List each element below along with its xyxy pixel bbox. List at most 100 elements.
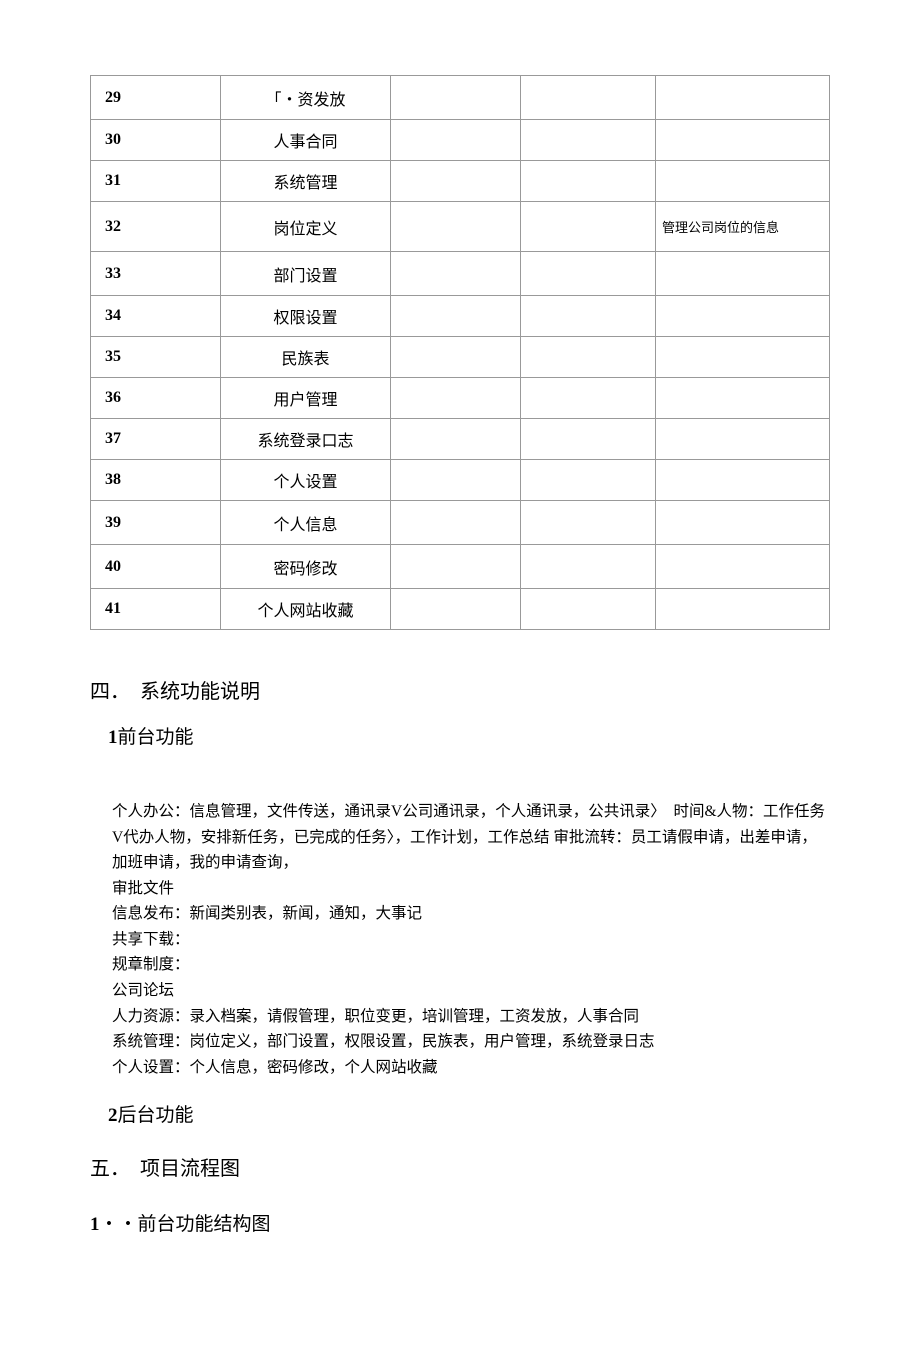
table-row: 37系统登录口志 — [91, 419, 830, 460]
row-name: 密码修改 — [221, 545, 391, 589]
subsection-2-num: 2 — [108, 1105, 118, 1126]
row-col4 — [521, 460, 656, 501]
row-name: 个人设置 — [221, 460, 391, 501]
row-number: 30 — [91, 120, 221, 161]
table-row: 32岗位定义 管理公司岗位的信息 — [91, 202, 830, 252]
subsection-1-heading: 1前台功能 — [108, 722, 830, 749]
row-col4 — [521, 589, 656, 630]
row-name: 部门设置 — [221, 252, 391, 296]
body-line: 审批文件 — [112, 876, 830, 902]
table-row: 38个人设置 — [91, 460, 830, 501]
body-line: 系统管理：岗位定义，部门设置，权限设置，民族表，用户管理，系统登录日志 — [112, 1029, 830, 1055]
row-number: 37 — [91, 419, 221, 460]
table-row: 36用户管理 — [91, 378, 830, 419]
row-number: 41 — [91, 589, 221, 630]
function-table: 29「・资发放30人事合同31系统管理32岗位定义管理公司岗位的信息33部门设置… — [90, 75, 830, 630]
row-col3 — [391, 252, 521, 296]
subsection-3-heading: 1・・前台功能结构图 — [90, 1209, 830, 1236]
row-name: 个人信息 — [221, 501, 391, 545]
row-col4 — [521, 337, 656, 378]
row-col3 — [391, 202, 521, 252]
subsection-1-num: 1 — [108, 727, 118, 748]
row-col3 — [391, 419, 521, 460]
row-name: 民族表 — [221, 337, 391, 378]
row-col3 — [391, 501, 521, 545]
row-col4 — [521, 252, 656, 296]
row-name: 系统管理 — [221, 161, 391, 202]
body-line: 共享下载： — [112, 927, 830, 953]
subsection-3-text: ・・前台功能结构图 — [100, 1214, 271, 1235]
subsection-2-text: 后台功能 — [118, 1105, 194, 1126]
row-col3 — [391, 589, 521, 630]
subsection-2-heading: 2后台功能 — [108, 1100, 830, 1127]
row-col5 — [656, 419, 830, 460]
row-col5 — [656, 378, 830, 419]
row-number: 34 — [91, 296, 221, 337]
section-4-heading: 四． 系统功能说明 — [90, 675, 830, 704]
row-name: 用户管理 — [221, 378, 391, 419]
table-row: 40密码修改 — [91, 545, 830, 589]
row-col4 — [521, 202, 656, 252]
row-col4 — [521, 501, 656, 545]
row-col5 — [656, 76, 830, 120]
row-col3 — [391, 296, 521, 337]
row-col5 — [656, 161, 830, 202]
body-line: 个人办公：信息管理，文件传送，通讯录V公司通讯录，个人通讯录，公共讯录〉 时间&… — [112, 799, 830, 876]
table-row: 34权限设置 — [91, 296, 830, 337]
row-col4 — [521, 120, 656, 161]
row-number: 40 — [91, 545, 221, 589]
row-number: 32 — [91, 202, 221, 252]
frontend-function-description: 个人办公：信息管理，文件传送，通讯录V公司通讯录，个人通讯录，公共讯录〉 时间&… — [112, 799, 830, 1080]
row-name: 人事合同 — [221, 120, 391, 161]
body-line: 规章制度： — [112, 952, 830, 978]
row-number: 39 — [91, 501, 221, 545]
row-col4 — [521, 296, 656, 337]
row-col5 — [656, 501, 830, 545]
row-number: 36 — [91, 378, 221, 419]
row-col3 — [391, 161, 521, 202]
subsection-1-text: 前台功能 — [118, 727, 194, 748]
row-number: 38 — [91, 460, 221, 501]
row-col5: 管理公司岗位的信息 — [656, 202, 830, 252]
body-line: 个人设置：个人信息，密码修改，个人网站收藏 — [112, 1055, 830, 1081]
row-name: 「・资发放 — [221, 76, 391, 120]
row-col4 — [521, 161, 656, 202]
row-col4 — [521, 545, 656, 589]
row-number: 33 — [91, 252, 221, 296]
row-col3 — [391, 120, 521, 161]
body-line: 信息发布：新闻类别表，新闻，通知，大事记 — [112, 901, 830, 927]
row-col3 — [391, 337, 521, 378]
table-row: 41个人网站收藏 — [91, 589, 830, 630]
table-row: 33部门设置 — [91, 252, 830, 296]
row-col3 — [391, 460, 521, 501]
row-number: 35 — [91, 337, 221, 378]
row-name: 个人网站收藏 — [221, 589, 391, 630]
row-col3 — [391, 76, 521, 120]
body-line: 人力资源：录入档案，请假管理，职位变更，培训管理，工资发放，人事合同 — [112, 1004, 830, 1030]
row-name: 权限设置 — [221, 296, 391, 337]
row-number: 31 — [91, 161, 221, 202]
row-col5 — [656, 545, 830, 589]
row-col5 — [656, 296, 830, 337]
row-col5 — [656, 460, 830, 501]
row-number: 29 — [91, 76, 221, 120]
subsection-3-num: 1 — [90, 1214, 100, 1235]
table-row: 35民族表 — [91, 337, 830, 378]
row-col4 — [521, 76, 656, 120]
section-5-heading: 五． 项目流程图 — [90, 1152, 830, 1181]
row-col5 — [656, 589, 830, 630]
table-row: 39个人信息 — [91, 501, 830, 545]
table-row: 30人事合同 — [91, 120, 830, 161]
row-col5 — [656, 252, 830, 296]
body-line: 公司论坛 — [112, 978, 830, 1004]
row-col5 — [656, 120, 830, 161]
row-name: 岗位定义 — [221, 202, 391, 252]
row-col3 — [391, 378, 521, 419]
row-col4 — [521, 419, 656, 460]
row-col5 — [656, 337, 830, 378]
table-row: 29「・资发放 — [91, 76, 830, 120]
row-col3 — [391, 545, 521, 589]
row-col4 — [521, 378, 656, 419]
row-name: 系统登录口志 — [221, 419, 391, 460]
table-row: 31系统管理 — [91, 161, 830, 202]
